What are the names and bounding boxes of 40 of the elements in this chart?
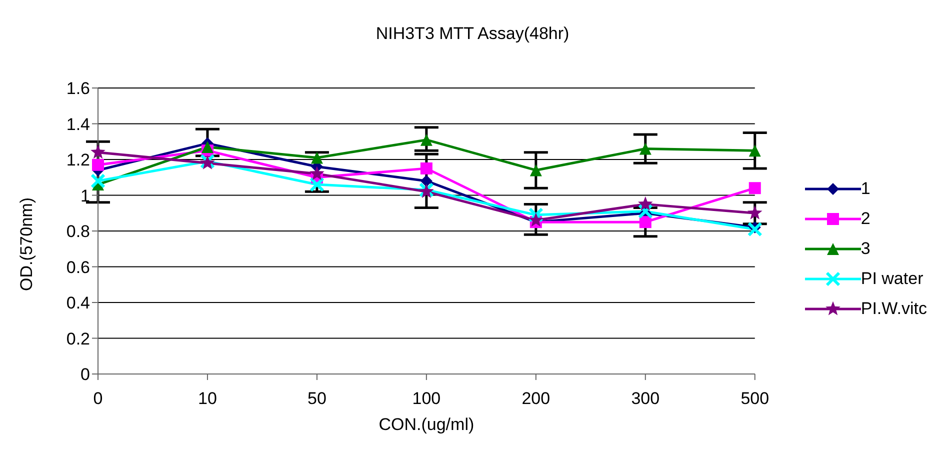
point bbox=[310, 152, 323, 164]
x-tick-label: 0 bbox=[93, 389, 103, 408]
point bbox=[201, 140, 214, 153]
point bbox=[639, 216, 652, 228]
point bbox=[420, 134, 432, 146]
x-tick-label: 100 bbox=[412, 389, 441, 408]
x-tick-label: 300 bbox=[631, 389, 660, 408]
legend-label: 3 bbox=[860, 239, 870, 259]
point bbox=[639, 142, 652, 155]
point bbox=[420, 162, 432, 174]
legend-label: PI.W.vitc bbox=[860, 299, 927, 319]
point bbox=[748, 182, 761, 194]
y-axis-title: OD.(570nm) bbox=[17, 197, 36, 291]
y-tick-label: 0.4 bbox=[66, 294, 90, 313]
x-tick-label: 50 bbox=[307, 389, 326, 408]
x-tick-label: 500 bbox=[740, 389, 770, 408]
chart-title: NIH3T3 MTT Assay(48hr) bbox=[374, 23, 570, 45]
x-tick-label: 10 bbox=[198, 389, 217, 408]
point bbox=[90, 144, 106, 159]
point bbox=[310, 166, 324, 180]
point bbox=[638, 196, 653, 210]
y-tick-label: 1 bbox=[80, 186, 90, 206]
legend-label: 1 bbox=[860, 179, 870, 199]
point bbox=[530, 164, 542, 176]
y-tick-label: 1.6 bbox=[66, 79, 90, 98]
y-tick-label: 0.6 bbox=[66, 258, 90, 277]
point bbox=[748, 144, 761, 157]
x-axis-title: CON.(ug/ml) bbox=[378, 415, 474, 434]
legend-label: PI water bbox=[860, 269, 924, 289]
x-tick-label: 200 bbox=[522, 389, 550, 408]
y-tick-label: 0 bbox=[80, 365, 90, 384]
point bbox=[420, 174, 432, 187]
point bbox=[528, 212, 544, 227]
y-tick-label: 1.2 bbox=[66, 150, 90, 170]
legend-label: 2 bbox=[860, 209, 870, 229]
y-tick-label: 1.4 bbox=[66, 114, 90, 134]
point bbox=[92, 158, 104, 171]
y-tick-label: 0.8 bbox=[66, 222, 90, 242]
y-tick-label: 0.2 bbox=[66, 329, 90, 348]
point bbox=[747, 205, 762, 220]
